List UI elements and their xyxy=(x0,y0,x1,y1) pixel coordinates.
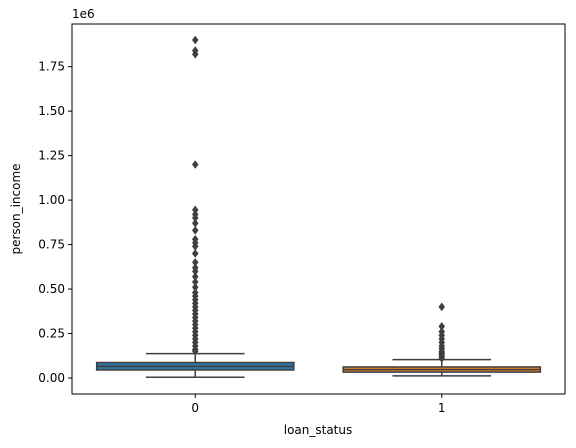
axes-frame xyxy=(71,23,566,395)
y-tick-label: 1.00 xyxy=(38,193,65,207)
y-axis: 0.00 0.25 0.50 0.75 1.00 1.25 1.50 1.75 xyxy=(38,60,72,385)
x-axis-label: loan_status xyxy=(284,423,353,437)
y-tick-label: 1.75 xyxy=(38,60,65,74)
x-tick-label: 0 xyxy=(191,401,199,415)
y-tick-label: 0.25 xyxy=(38,327,65,341)
y-axis-label: person_income xyxy=(9,163,23,254)
outlier-point xyxy=(191,35,199,45)
plot-area xyxy=(95,35,542,379)
outlier-point xyxy=(438,354,446,363)
x-tick-label: 1 xyxy=(438,401,446,415)
outlier-point xyxy=(438,302,446,312)
y-tick-label: 1.50 xyxy=(38,104,65,118)
outlier-point xyxy=(191,225,199,235)
outlier-point xyxy=(191,160,199,169)
y-tick-label: 0.50 xyxy=(38,282,65,296)
outlier-point xyxy=(191,346,199,356)
y-tick-label: 1.25 xyxy=(38,149,65,163)
y-tick-label: 0.75 xyxy=(38,238,65,252)
box-group-0 xyxy=(95,35,295,379)
y-offset-label: 1e6 xyxy=(72,7,95,21)
box-group-1 xyxy=(342,302,542,377)
outlier-point xyxy=(191,249,199,258)
outlier-point xyxy=(191,49,199,59)
y-tick-label: 0.00 xyxy=(38,371,65,385)
